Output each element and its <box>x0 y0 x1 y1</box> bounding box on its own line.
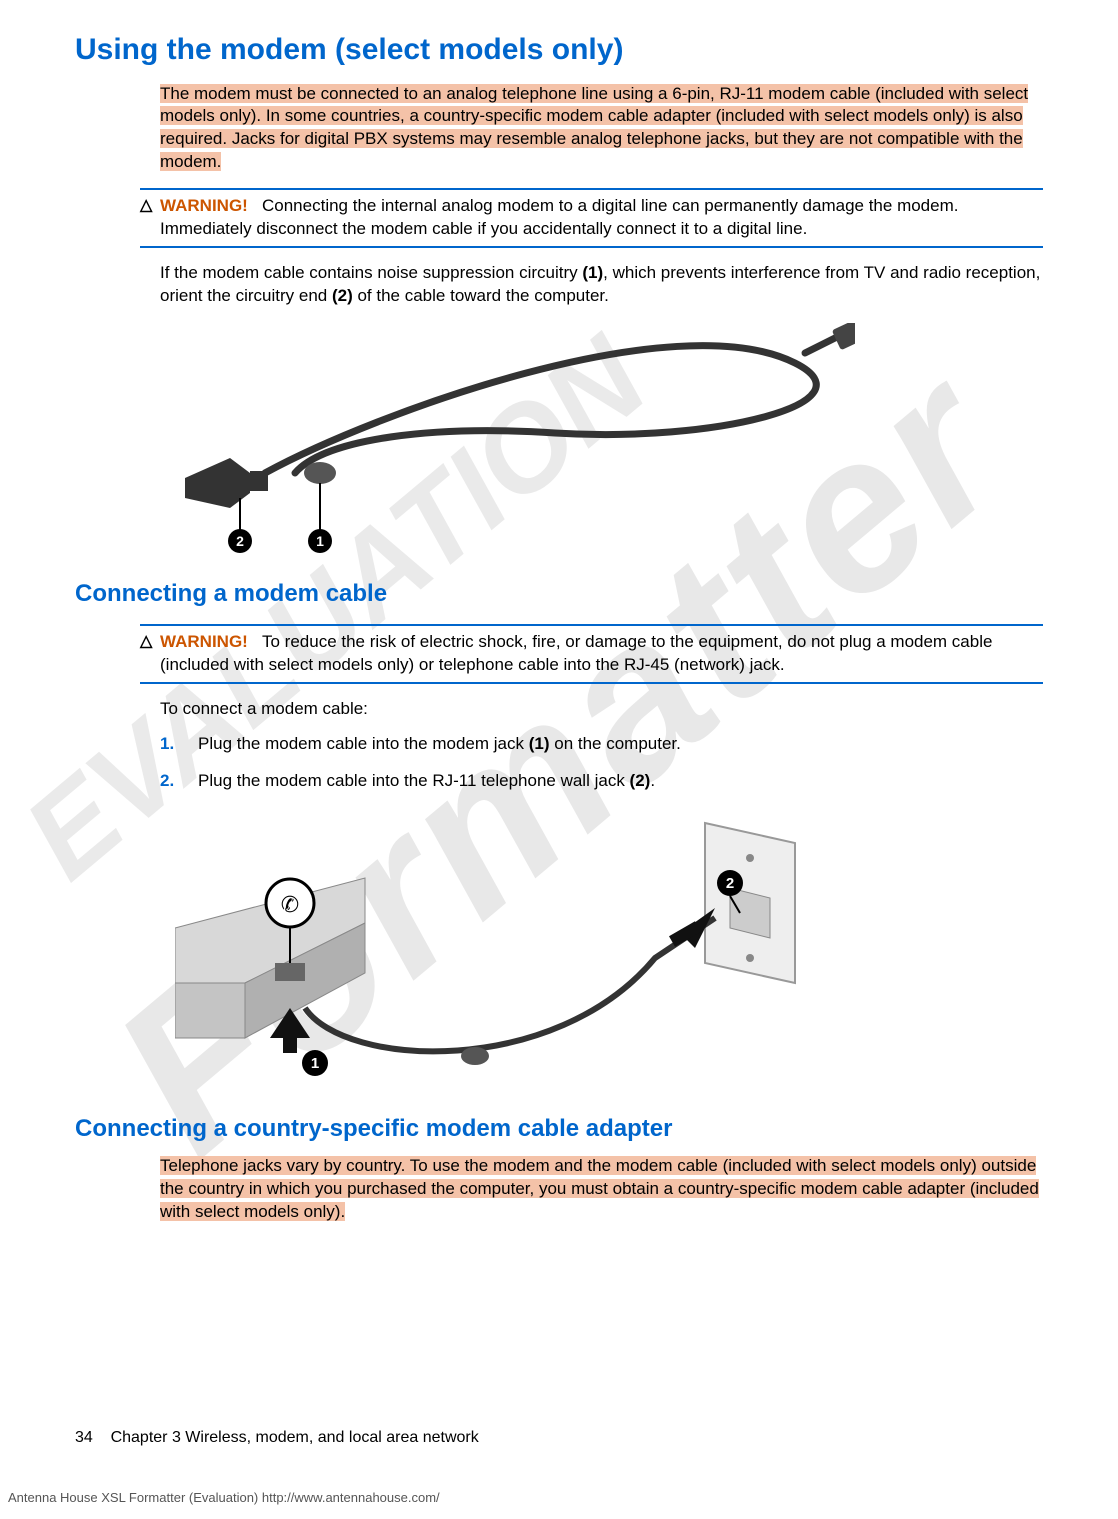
warning-label: WARNING! <box>160 196 248 215</box>
connect-intro: To connect a modem cable: <box>160 698 1043 721</box>
warning-icon: △ <box>140 195 160 241</box>
warning-label: WARNING! <box>160 632 248 651</box>
noise-suppression-para: If the modem cable contains noise suppre… <box>160 262 1043 308</box>
warning-text-2: WARNING! To reduce the risk of electric … <box>160 631 1043 677</box>
warning-block-1: △ WARNING! Connecting the internal analo… <box>140 188 1043 248</box>
svg-text:1: 1 <box>311 1055 319 1072</box>
chapter-label: Chapter 3 Wireless, modem, and local are… <box>111 1429 479 1446</box>
svg-text:✆: ✆ <box>281 892 299 917</box>
step-2: 2. Plug the modem cable into the RJ-11 t… <box>160 770 1043 793</box>
step-1: 1. Plug the modem cable into the modem j… <box>160 733 1043 756</box>
adapter-text: Telephone jacks vary by country. To use … <box>160 1156 1039 1221</box>
formatter-note: Antenna House XSL Formatter (Evaluation)… <box>8 1489 440 1507</box>
intro-text: The modem must be connected to an analog… <box>160 84 1028 172</box>
svg-text:2: 2 <box>236 533 244 549</box>
figure-wall-jack: ✆ 1 2 <box>175 808 1043 1088</box>
page-title: Using the modem (select models only) <box>75 30 1043 71</box>
warning-text-1: WARNING! Connecting the internal analog … <box>160 195 1043 241</box>
svg-text:2: 2 <box>726 875 734 892</box>
warning-block-2: △ WARNING! To reduce the risk of electri… <box>140 624 1043 684</box>
heading-country-adapter: Connecting a country-specific modem cabl… <box>75 1113 1043 1145</box>
page-number: 34 <box>75 1429 93 1446</box>
step-number: 1. <box>160 733 198 756</box>
svg-text:1: 1 <box>316 533 324 549</box>
page-footer: 34 Chapter 3 Wireless, modem, and local … <box>75 1427 479 1449</box>
step-number: 2. <box>160 770 198 793</box>
warning-icon: △ <box>140 631 160 677</box>
page-content: Using the modem (select models only) The… <box>75 30 1043 1224</box>
heading-connecting-cable: Connecting a modem cable <box>75 578 1043 610</box>
intro-paragraph: The modem must be connected to an analog… <box>160 83 1043 175</box>
steps-list: 1. Plug the modem cable into the modem j… <box>160 733 1043 793</box>
figure-cable: 2 1 <box>175 323 1043 553</box>
adapter-paragraph: Telephone jacks vary by country. To use … <box>160 1155 1043 1224</box>
